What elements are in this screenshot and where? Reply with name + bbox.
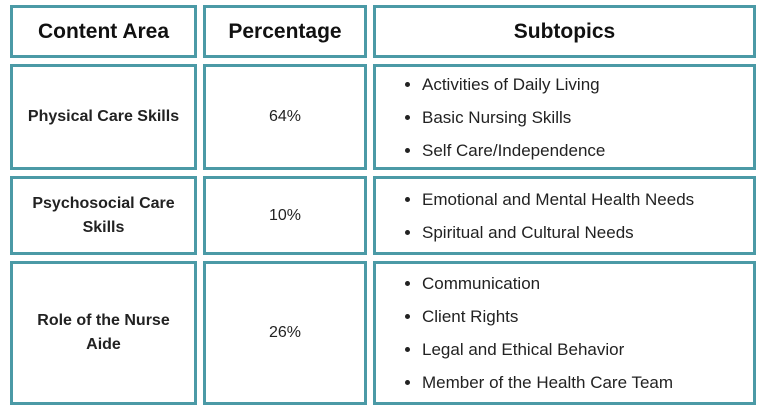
subtopics-cell: Activities of Daily LivingBasic Nursing … (373, 64, 756, 170)
subtopic-item: Member of the Health Care Team (422, 366, 673, 399)
percentage-cell: 10% (203, 176, 367, 255)
area-text: Psychosocial Care Skills (32, 194, 175, 236)
subtopic-list: Emotional and Mental Health NeedsSpiritu… (376, 183, 694, 249)
subtopics-cell: Emotional and Mental Health NeedsSpiritu… (373, 176, 756, 255)
header-text: Subtopics (513, 19, 616, 43)
header-text: Percentage (228, 19, 342, 43)
percentage-cell: 26% (203, 261, 367, 405)
area-cell: Physical Care Skills (10, 64, 197, 170)
area-text: Role of the Nurse Aide (37, 312, 170, 353)
percentage-cell: 64% (203, 64, 367, 170)
header-cell: Content Area (10, 5, 197, 58)
area-cell: Role of the Nurse Aide (10, 261, 197, 405)
subtopic-item: Activities of Daily Living (422, 68, 605, 101)
percentage-text: 64% (268, 108, 302, 125)
content-table: Content Area Percentage Subtopics Physical … (10, 5, 756, 405)
header-cell: Percentage (203, 5, 367, 58)
subtopic-item: Self Care/Independence (422, 134, 605, 167)
header-text: Content Area (37, 19, 170, 43)
area-text: Physical Care Skills (27, 108, 180, 125)
subtopic-item: Spiritual and Cultural Needs (422, 216, 694, 249)
subtopic-list: Activities of Daily LivingBasic Nursing … (376, 68, 605, 167)
percentage-text: 26% (268, 324, 302, 341)
header-cell: Subtopics (373, 5, 756, 58)
subtopic-item: Communication (422, 267, 673, 300)
subtopic-item: Basic Nursing Skills (422, 101, 605, 134)
area-cell: Psychosocial Care Skills (10, 176, 197, 255)
subtopics-cell: CommunicationClient RightsLegal and Ethi… (373, 261, 756, 405)
subtopic-list: CommunicationClient RightsLegal and Ethi… (376, 267, 673, 399)
percentage-text: 10% (268, 206, 302, 224)
subtopic-item: Client Rights (422, 300, 673, 333)
subtopic-item: Emotional and Mental Health Needs (422, 183, 694, 216)
subtopic-item: Legal and Ethical Behavior (422, 333, 673, 366)
